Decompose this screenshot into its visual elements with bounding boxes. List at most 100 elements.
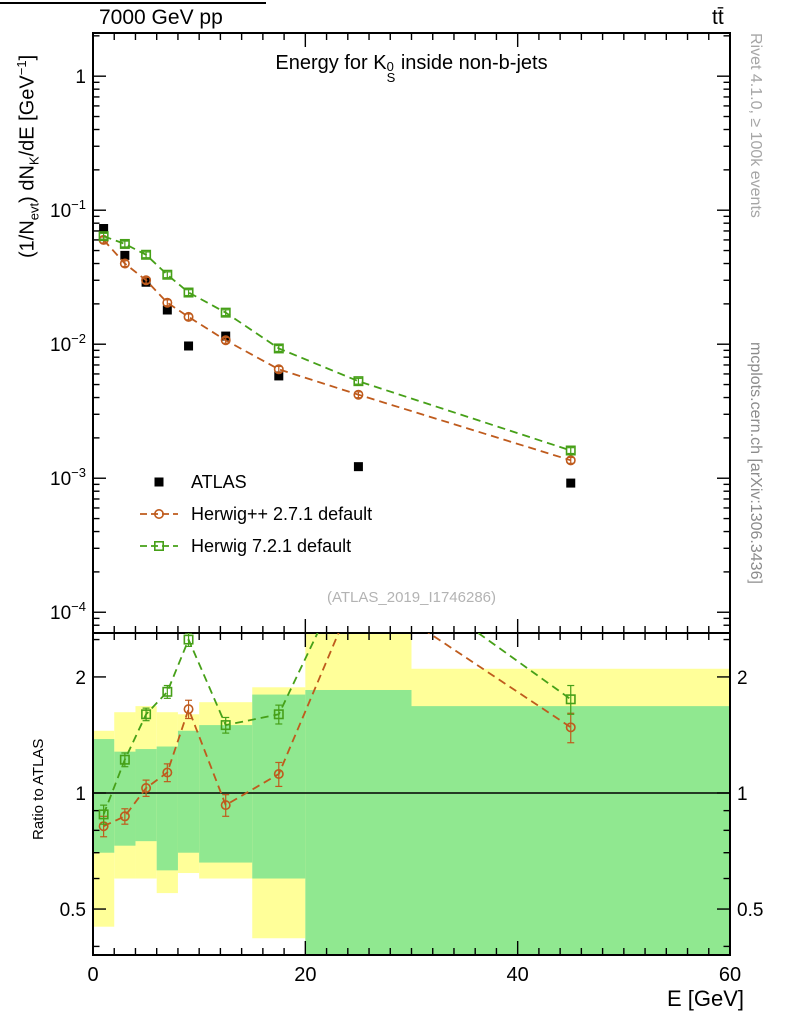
open-square-marker — [183, 287, 194, 298]
y-axis-tick-label: 1 — [75, 67, 86, 88]
open-circle-marker — [273, 364, 284, 375]
open-circle-marker — [141, 275, 152, 286]
plot-title-prefix: Energy for K — [275, 52, 387, 74]
top-border-line — [0, 2, 266, 4]
series-line — [102, 239, 572, 462]
x-axis-tick-label: 60 — [719, 964, 741, 986]
filled-square-marker — [99, 224, 109, 234]
mcplots-arxiv-note: mcplots.cern.ch [arXiv:1306.3436] — [747, 342, 764, 584]
filled-square-icon — [139, 473, 179, 491]
ratio-tick-label-right: 2 — [737, 668, 748, 689]
filled-square-marker — [154, 477, 164, 487]
plot-title-sup: 0 — [386, 59, 394, 74]
ratio-series-layer — [98, 633, 576, 838]
open-circle-marker — [565, 722, 576, 733]
open-square-marker — [273, 343, 284, 354]
y-axis-title-part: /dE [GeV — [16, 75, 39, 157]
legend: ATLAS Herwig++ 2.7.1 default Herwig 7.2.1 … — [139, 466, 372, 562]
y-tick-exponent: −1 — [71, 197, 86, 212]
ratio-panel-frame — [92, 632, 731, 956]
green-uncertainty-band — [411, 706, 730, 955]
ratio-tick-label-left: 0.5 — [60, 900, 86, 921]
ratio-tick-label-left: 1 — [75, 784, 86, 805]
axes-frames-and-ticks — [92, 32, 731, 956]
open-square-marker — [154, 541, 164, 551]
ratio-axis-title: Ratio to ATLAS — [30, 738, 47, 840]
open-square-marker — [565, 445, 576, 456]
open-square-marker — [141, 249, 152, 260]
open-circle-marker — [119, 258, 130, 269]
x-axis-tick-label: 40 — [507, 964, 529, 986]
legend-label: ATLAS — [191, 471, 247, 492]
y-axis-title-sup: −1 — [14, 60, 29, 76]
open-circle-marker — [183, 311, 194, 322]
y-tick-exponent: −2 — [71, 331, 86, 346]
legend-marker-canvas — [140, 509, 178, 519]
open-square-marker — [98, 809, 109, 820]
open-circle-marker — [162, 767, 173, 778]
open-circle-marker — [220, 335, 231, 346]
legend-label: Herwig++ 2.7.1 default — [191, 503, 373, 524]
x-axis-tick-label: 20 — [294, 964, 316, 986]
y-axis-title-part: ) dN — [16, 165, 39, 203]
open-square-marker — [220, 720, 231, 731]
ratio-tick-label-left: 2 — [75, 668, 86, 689]
filled-square-marker — [353, 462, 363, 472]
open-circle-marker — [565, 455, 576, 466]
filled-square-marker — [184, 341, 194, 351]
open-circle-marker — [141, 783, 152, 794]
green-uncertainty-band — [305, 689, 412, 955]
legend-marker-canvas — [140, 541, 178, 551]
open-circle-icon — [139, 505, 179, 523]
process-label: tt̄ — [712, 6, 724, 29]
ratio-uncertainty-bands — [93, 633, 730, 955]
green-uncertainty-band — [156, 746, 178, 871]
open-square-marker — [273, 709, 284, 720]
open-square-marker — [98, 231, 109, 242]
filled-square-marker — [162, 305, 172, 315]
y-axis-title: (1/Nevt) dNK/dE [GeV−1] — [14, 55, 42, 258]
y-axis-title-sub: K — [26, 156, 42, 166]
open-square-marker — [119, 238, 130, 249]
open-circle-marker — [162, 297, 173, 308]
open-square-marker — [220, 307, 231, 318]
ratio-tick-label-right: 1 — [737, 784, 748, 805]
open-square-marker — [565, 694, 576, 705]
open-circle-marker — [273, 769, 284, 780]
legend-marker-canvas — [154, 477, 164, 487]
legend-label: Herwig 7.2.1 default — [191, 535, 352, 556]
open-square-marker — [162, 269, 173, 280]
green-uncertainty-band — [177, 730, 200, 853]
y-axis-title-sub: evt — [26, 202, 42, 221]
open-square-marker — [119, 754, 130, 765]
open-square-marker — [353, 376, 364, 387]
legend-item-1: Herwig++ 2.7.1 default — [139, 498, 372, 530]
filled-square-marker — [120, 250, 130, 260]
open-square-icon — [139, 537, 179, 555]
open-circle-marker — [220, 800, 231, 811]
ratio-tick-label-right: 0.5 — [737, 900, 763, 921]
legend-item-0: ATLAS — [139, 466, 372, 498]
plot-title-sub: S — [386, 70, 396, 85]
x-axis-title: E [GeV] — [666, 986, 744, 1011]
y-axis-title-part: (1/N — [16, 220, 39, 258]
analysis-watermark: (ATLAS_2019_I1746286) — [326, 589, 496, 606]
series-line — [103, 235, 572, 452]
rivet-version-note: Rivet 4.1.0, ≥ 100k events — [747, 33, 764, 218]
open-square-marker — [141, 709, 152, 720]
open-circle-marker — [183, 704, 194, 715]
plot-title-suffix: inside non-b-jets — [395, 52, 548, 74]
open-square-marker — [183, 634, 194, 645]
y-tick-exponent: −4 — [71, 599, 86, 614]
open-square-marker — [162, 686, 173, 697]
y-axis-tick-label: 10−3 — [50, 465, 86, 490]
y-tick-exponent: −3 — [71, 465, 86, 480]
open-circle-marker — [353, 389, 364, 400]
y-axis-tick-label: 10−1 — [50, 197, 86, 222]
main-series-layer — [98, 224, 576, 488]
y-axis-title-part: ] — [16, 54, 39, 61]
